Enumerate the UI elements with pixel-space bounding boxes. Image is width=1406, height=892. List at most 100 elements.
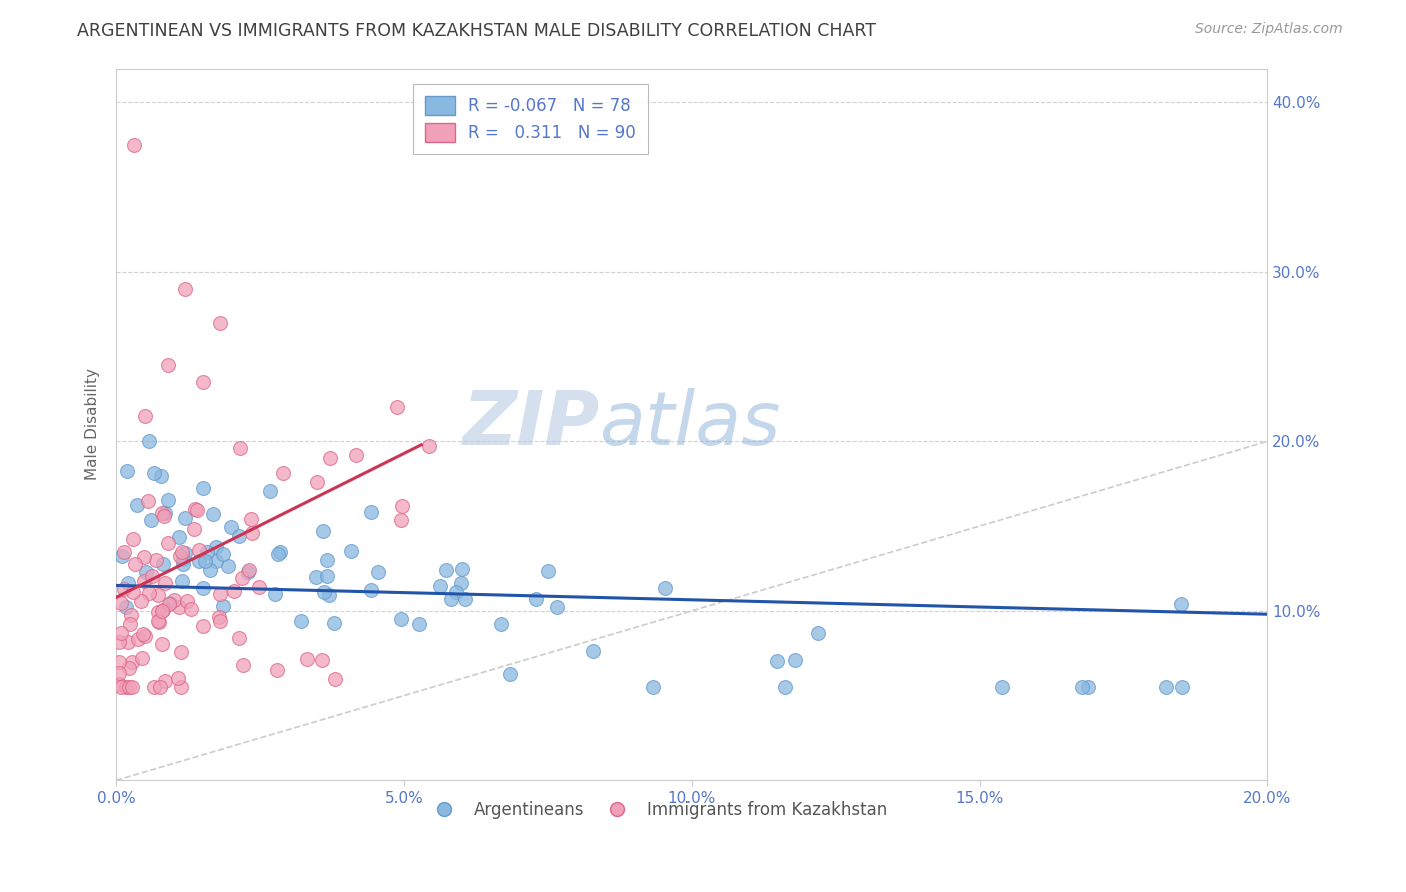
Point (108, 635, 131, 649)
Point (290, 614, 312, 628)
Point (127, 632, 149, 647)
Y-axis label: Male Disability: Male Disability (86, 368, 100, 481)
Point (537, 564, 560, 578)
Point (153, 674, 176, 689)
Point (115, 600, 138, 615)
Point (110, 626, 132, 640)
Point (191, 482, 214, 496)
Point (209, 614, 232, 628)
Point (167, 672, 190, 686)
Point (170, 680, 193, 694)
Point (773, 680, 796, 694)
Point (162, 592, 184, 607)
Point (172, 552, 194, 566)
Point (173, 511, 195, 525)
Point (259, 484, 281, 499)
Point (217, 559, 239, 574)
Point (111, 549, 134, 563)
Point (180, 602, 202, 616)
Text: ZIP: ZIP (463, 388, 600, 461)
Text: Source: ZipAtlas.com: Source: ZipAtlas.com (1195, 22, 1343, 37)
Point (194, 554, 217, 568)
Point (1071, 680, 1094, 694)
Point (155, 576, 177, 591)
Point (408, 617, 430, 632)
Point (434, 563, 457, 577)
Point (157, 358, 180, 372)
Point (319, 450, 342, 465)
Point (139, 513, 162, 527)
Point (121, 655, 143, 669)
Point (170, 644, 193, 658)
Point (266, 663, 288, 677)
Point (142, 680, 165, 694)
Point (191, 619, 214, 633)
Point (305, 570, 328, 584)
Point (117, 635, 139, 649)
Point (208, 610, 231, 624)
Point (273, 467, 295, 481)
Point (148, 615, 170, 629)
Point (524, 592, 547, 607)
Text: ARGENTINEAN VS IMMIGRANTS FROM KAZAKHSTAN MALE DISABILITY CORRELATION CHART: ARGENTINEAN VS IMMIGRANTS FROM KAZAKHSTA… (77, 22, 876, 40)
Point (108, 655, 131, 669)
Text: atlas: atlas (600, 388, 782, 460)
Point (142, 466, 165, 480)
Point (212, 547, 235, 561)
Point (120, 608, 142, 623)
Point (387, 400, 409, 414)
Point (360, 582, 382, 597)
Point (264, 586, 287, 600)
Point (118, 616, 141, 631)
Point (184, 502, 207, 516)
Point (153, 506, 176, 520)
Point (546, 600, 568, 615)
Point (152, 603, 174, 617)
Point (267, 547, 290, 561)
Point (145, 552, 167, 566)
Point (360, 505, 382, 519)
Point (124, 558, 146, 572)
Point (444, 585, 467, 599)
Point (1170, 680, 1192, 694)
Point (188, 554, 211, 568)
Point (125, 499, 148, 513)
Point (202, 508, 225, 522)
Point (159, 597, 181, 611)
Point (131, 594, 153, 608)
Point (499, 666, 522, 681)
Point (118, 680, 141, 694)
Point (228, 631, 250, 645)
Point (156, 493, 179, 508)
Point (152, 557, 174, 571)
Legend: Argentineans, Immigrants from Kazakhstan: Argentineans, Immigrants from Kazakhstan (420, 794, 894, 825)
Point (312, 524, 335, 538)
Point (238, 565, 260, 579)
Point (115, 680, 138, 694)
Point (149, 680, 172, 694)
Point (314, 585, 336, 599)
Point (159, 596, 181, 610)
Point (491, 616, 513, 631)
Point (108, 676, 131, 690)
Point (450, 576, 472, 591)
Point (112, 582, 135, 596)
Point (582, 644, 605, 658)
Point (167, 530, 190, 544)
Point (150, 637, 173, 651)
Point (138, 434, 160, 449)
Point (138, 493, 160, 508)
Point (110, 596, 132, 610)
Point (132, 627, 155, 641)
Point (208, 316, 231, 330)
Point (150, 604, 173, 618)
Point (108, 666, 131, 681)
Point (440, 591, 463, 606)
Point (118, 661, 141, 675)
Point (249, 580, 271, 594)
Point (1077, 680, 1099, 694)
Point (191, 375, 214, 389)
Point (167, 599, 190, 614)
Point (115, 464, 138, 478)
Point (240, 526, 263, 541)
